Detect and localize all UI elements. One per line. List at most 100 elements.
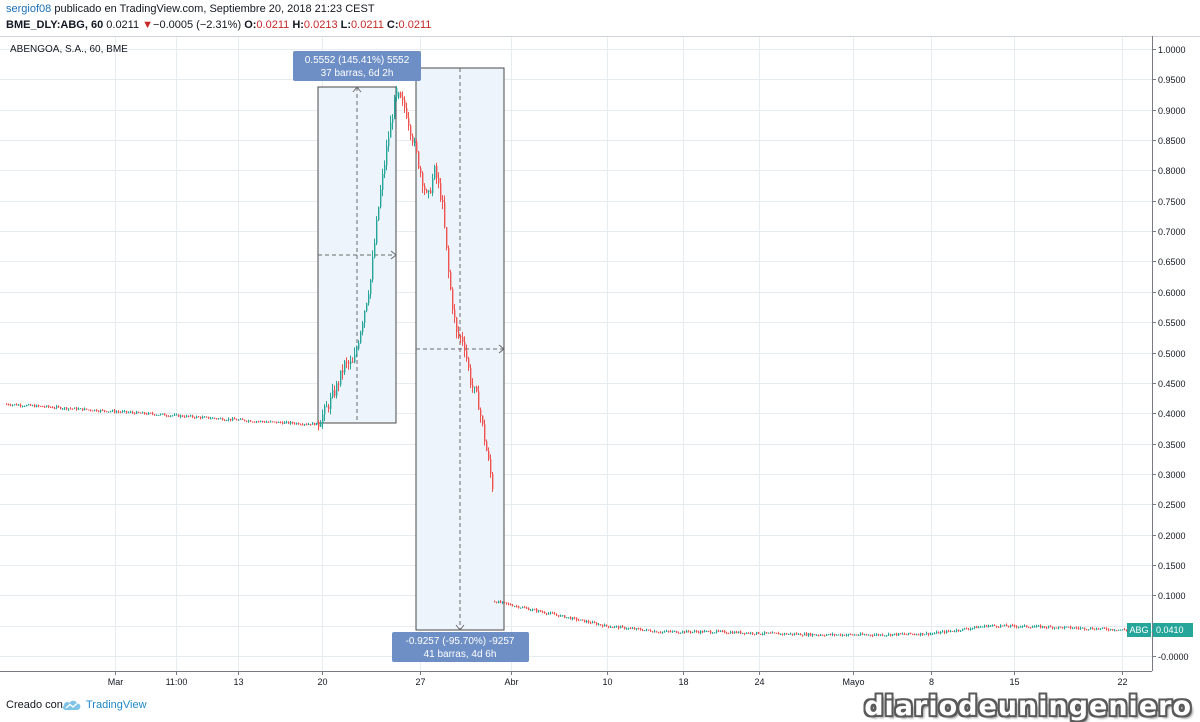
candle-body: [132, 411, 134, 413]
candle-body: [362, 322, 364, 332]
candle-body: [822, 634, 824, 636]
candle-body: [146, 413, 148, 415]
candle-body: [746, 632, 748, 634]
candle-body: [524, 607, 526, 609]
candle-body: [1042, 626, 1044, 628]
candle-body: [748, 632, 750, 634]
candle-body: [214, 417, 216, 419]
candle-body: [800, 633, 802, 636]
candle-body: [532, 609, 534, 611]
candle-body: [974, 626, 976, 628]
candle-body: [964, 628, 966, 630]
candle-body: [772, 632, 774, 634]
tradingview-cloud-icon[interactable]: [62, 698, 82, 712]
price-axis[interactable]: 1.0000 0.9500 0.9000 0.8500 0.8000 0.7500 0.70…: [1152, 45, 1189, 662]
x-tick-label: 15: [1009, 677, 1019, 687]
candle-body: [216, 418, 218, 420]
candle-body: [1072, 628, 1074, 630]
candle-body: [700, 630, 702, 633]
time-axis[interactable]: Mar 11:00 13 20 27 Abr 10 18 24 Mayo 8 15 22: [108, 671, 1128, 687]
candle-body: [1006, 624, 1008, 627]
candle-body: [434, 165, 436, 179]
candle-body: [126, 410, 128, 413]
candle-body: [1030, 627, 1032, 629]
candle-body: [252, 421, 254, 423]
candle-body: [18, 404, 20, 406]
candle-body: [246, 420, 248, 422]
candle-body: [682, 631, 684, 633]
y-tick-label: 0.6500: [1158, 257, 1186, 267]
author-link[interactable]: sergiof08: [6, 3, 52, 15]
candle-body: [50, 406, 52, 408]
candle-body: [752, 632, 754, 634]
candle-body: [568, 617, 570, 619]
candle-body: [734, 631, 736, 634]
candle-body: [460, 336, 462, 338]
candle-body: [798, 633, 800, 635]
candle-body: [576, 618, 578, 621]
measure-up-tool[interactable]: [317, 86, 397, 424]
candle-body: [858, 635, 860, 637]
candle-body: [604, 624, 606, 627]
candle-body: [676, 631, 678, 633]
candle-body: [406, 107, 408, 118]
candle-body: [10, 404, 12, 406]
candle-body: [508, 603, 510, 605]
candle-body: [1104, 627, 1106, 629]
candle-body: [740, 631, 742, 634]
candle-body: [1096, 628, 1098, 630]
candle-body: [842, 634, 844, 636]
candle-body: [324, 406, 326, 415]
candle-body: [540, 610, 542, 612]
candle-body: [938, 632, 940, 634]
candle-body: [730, 632, 732, 634]
candle-body: [870, 634, 872, 636]
candle-body: [48, 405, 50, 407]
candle-body: [66, 407, 68, 410]
candle-body: [136, 411, 138, 414]
candle-body: [1102, 627, 1104, 629]
candle-body: [492, 473, 494, 490]
candle-body: [650, 630, 652, 632]
high-label: H:: [292, 19, 304, 31]
candle-body: [594, 622, 596, 624]
candle-body: [354, 354, 356, 363]
candle-body: [408, 117, 410, 126]
tradingview-link[interactable]: TradingView: [86, 699, 147, 711]
candle-body: [72, 408, 74, 410]
candle-body: [188, 415, 190, 417]
x-tick-label: 10: [602, 677, 612, 687]
candle-body: [704, 631, 706, 633]
measure-up-label: 0.5552 (145.41%) 5552 37 barras, 6d 2h: [293, 51, 421, 81]
candle-body: [1116, 630, 1118, 632]
candle-body: [422, 172, 424, 187]
candle-body: [652, 631, 654, 633]
candle-body: [1092, 627, 1094, 630]
candle-body: [560, 615, 562, 617]
candle-body: [160, 413, 162, 415]
candle-body: [262, 420, 264, 422]
candle-body: [1046, 627, 1048, 629]
candle-body: [970, 628, 972, 630]
candle-body: [94, 409, 96, 411]
candle-body: [778, 633, 780, 635]
candle-body: [786, 633, 788, 635]
price-chart[interactable]: ABENGOA, S.A., 60, BME 0.5552 (145.41%) …: [0, 36, 1200, 691]
candle-body: [872, 635, 874, 637]
candle-body: [914, 634, 916, 636]
candle-body: [968, 628, 970, 630]
candle-body: [228, 418, 230, 421]
y-tick-label: 0.5500: [1158, 318, 1186, 328]
candle-body: [980, 626, 982, 628]
candle-body: [124, 410, 126, 412]
candle-body: [620, 626, 622, 629]
candle-body: [400, 92, 402, 98]
candle-body: [854, 634, 856, 636]
candle-body: [292, 421, 294, 424]
candle-body: [630, 628, 632, 630]
candle-body: [580, 619, 582, 621]
measure-down-tool[interactable]: [415, 67, 505, 631]
candle-body: [38, 405, 40, 407]
candle-body: [102, 409, 104, 411]
candle-body: [688, 630, 690, 632]
